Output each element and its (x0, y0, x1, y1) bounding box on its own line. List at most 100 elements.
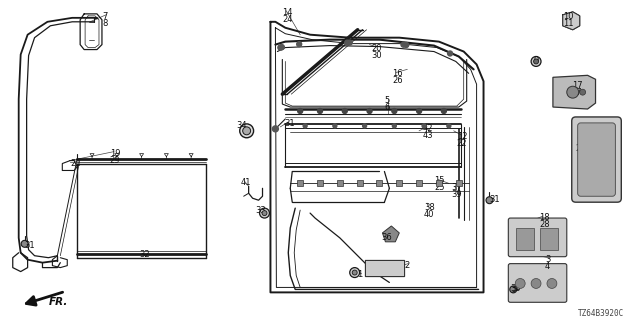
Text: 29: 29 (110, 156, 120, 164)
Text: 24: 24 (282, 15, 293, 24)
Text: TZ64B3920C: TZ64B3920C (578, 309, 624, 318)
Bar (456, 180, 461, 186)
Text: 36: 36 (381, 233, 392, 242)
Bar (337, 180, 343, 186)
Text: FR.: FR. (49, 297, 68, 307)
Circle shape (392, 124, 396, 128)
Text: 21: 21 (70, 159, 81, 168)
Circle shape (342, 108, 348, 114)
FancyBboxPatch shape (508, 264, 567, 302)
Text: 28: 28 (539, 220, 550, 229)
Text: 2: 2 (404, 261, 410, 270)
Text: 35: 35 (510, 284, 521, 293)
Text: 31: 31 (25, 241, 35, 250)
Text: 37: 37 (451, 183, 461, 192)
Circle shape (243, 127, 251, 135)
Circle shape (333, 124, 337, 128)
Circle shape (363, 124, 367, 128)
Circle shape (21, 240, 28, 247)
Text: 41: 41 (241, 179, 252, 188)
Text: 5: 5 (385, 96, 390, 105)
Text: 40: 40 (424, 210, 435, 219)
FancyBboxPatch shape (508, 218, 567, 257)
Circle shape (280, 45, 284, 50)
Text: 19: 19 (110, 149, 120, 158)
Text: 42: 42 (423, 124, 433, 133)
Circle shape (515, 278, 525, 288)
Bar (416, 180, 422, 186)
Circle shape (417, 108, 422, 114)
Circle shape (278, 45, 283, 50)
Bar (356, 180, 363, 186)
Circle shape (580, 89, 586, 95)
Text: 34: 34 (237, 121, 248, 130)
Circle shape (367, 108, 372, 114)
Circle shape (447, 51, 452, 56)
Circle shape (303, 124, 307, 128)
Circle shape (298, 108, 303, 114)
Text: 25: 25 (434, 183, 444, 192)
Text: 22: 22 (457, 139, 467, 148)
Text: 43: 43 (423, 131, 434, 140)
Text: 23: 23 (576, 144, 586, 153)
Text: 33: 33 (255, 206, 266, 215)
Polygon shape (553, 75, 596, 109)
Circle shape (442, 108, 446, 114)
Text: 20: 20 (372, 44, 382, 52)
Circle shape (240, 124, 253, 138)
Circle shape (273, 126, 278, 132)
Circle shape (422, 124, 426, 128)
Bar (376, 180, 383, 186)
Circle shape (260, 208, 269, 218)
Bar (436, 180, 442, 186)
Circle shape (392, 108, 397, 114)
Bar (297, 180, 303, 186)
Circle shape (510, 286, 516, 293)
Circle shape (534, 59, 538, 64)
Text: 3: 3 (545, 255, 550, 264)
Text: 9: 9 (533, 57, 538, 66)
Bar (365, 260, 404, 276)
Text: 32: 32 (140, 250, 150, 259)
Bar (540, 228, 558, 250)
Text: 38: 38 (424, 203, 435, 212)
Polygon shape (383, 226, 399, 242)
Text: 13: 13 (576, 137, 586, 146)
Text: 10: 10 (563, 12, 573, 21)
Circle shape (348, 40, 352, 45)
Circle shape (401, 42, 406, 47)
Text: 8: 8 (102, 19, 108, 28)
Circle shape (531, 278, 541, 288)
FancyBboxPatch shape (578, 123, 615, 196)
Text: 12: 12 (457, 132, 467, 141)
Circle shape (317, 108, 323, 114)
Text: 31: 31 (284, 119, 295, 128)
Bar (396, 180, 403, 186)
Circle shape (345, 40, 349, 45)
Polygon shape (563, 12, 580, 30)
Text: 16: 16 (392, 69, 403, 78)
Bar (317, 180, 323, 186)
FancyBboxPatch shape (572, 117, 621, 202)
Circle shape (567, 86, 579, 98)
Text: 4: 4 (545, 262, 550, 271)
Circle shape (531, 57, 541, 67)
Text: 6: 6 (385, 103, 390, 112)
Text: 39: 39 (451, 190, 461, 199)
Text: 31: 31 (490, 195, 500, 204)
Circle shape (349, 268, 360, 277)
Circle shape (447, 124, 451, 128)
Text: 15: 15 (434, 176, 444, 185)
Text: 27: 27 (572, 88, 582, 97)
Text: 26: 26 (392, 76, 403, 85)
Circle shape (486, 197, 493, 204)
Circle shape (547, 278, 557, 288)
Text: 17: 17 (572, 81, 582, 90)
Circle shape (262, 211, 267, 216)
Text: 1: 1 (356, 269, 362, 279)
Circle shape (297, 42, 301, 47)
Text: 18: 18 (539, 213, 550, 222)
Text: 14: 14 (282, 8, 293, 17)
Circle shape (279, 45, 284, 50)
Bar (516, 228, 534, 250)
